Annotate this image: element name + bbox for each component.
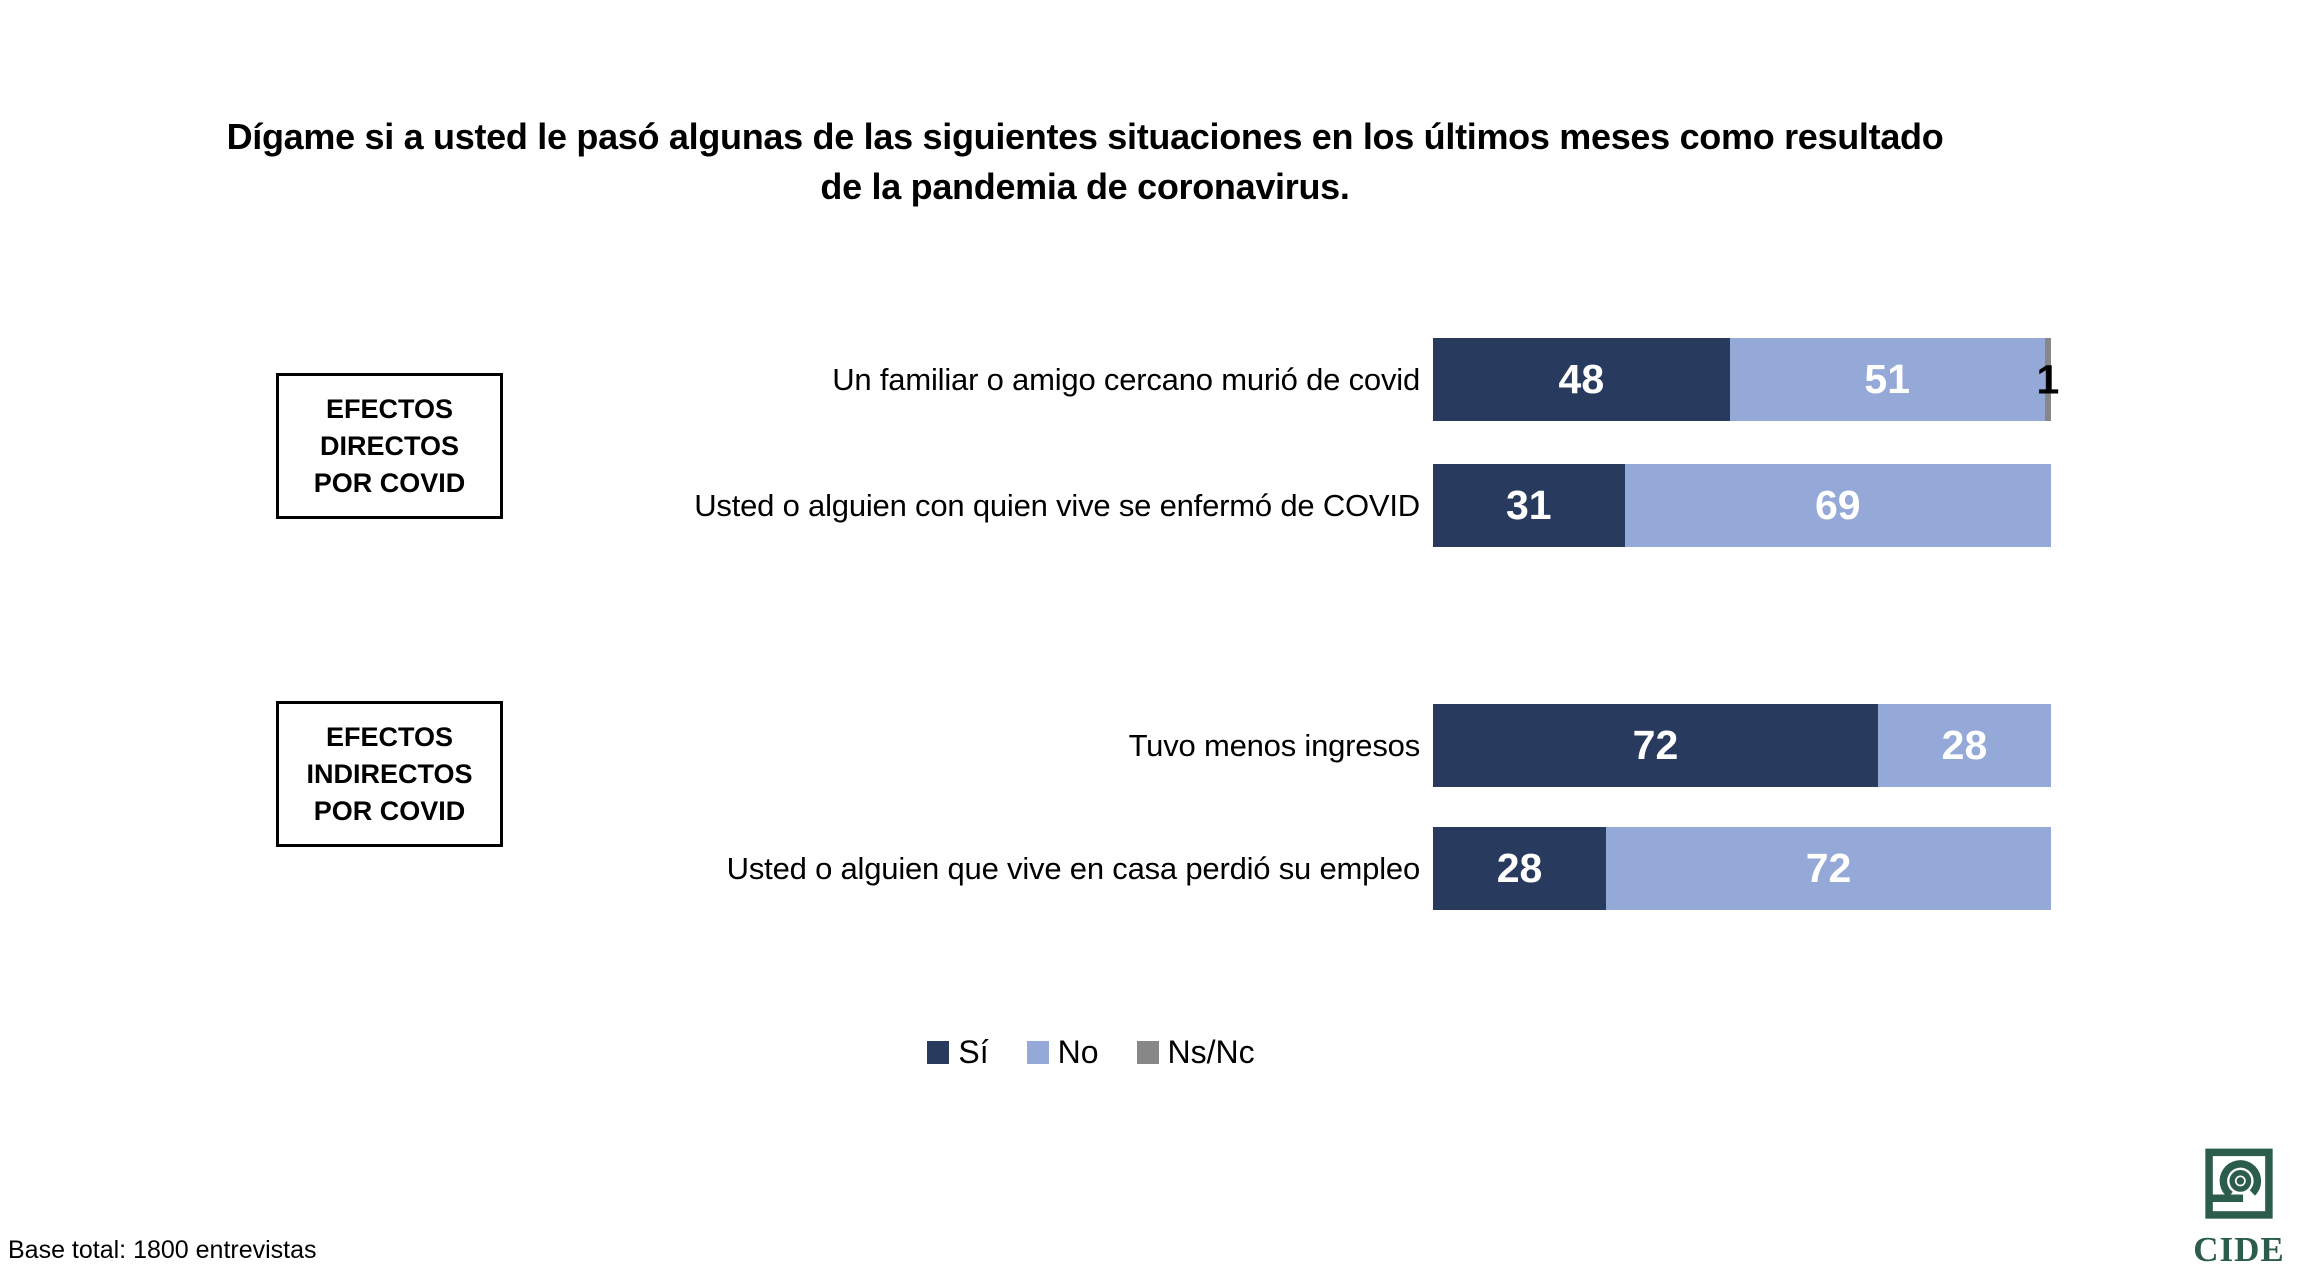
legend: Sí No Ns/Nc [0, 1034, 2182, 1071]
bar-segment-no: 28 [1877, 704, 2051, 787]
bar-row-3: 72 28 [1433, 704, 2051, 787]
legend-label: Ns/Nc [1167, 1034, 1255, 1070]
bar-value: 28 [1496, 845, 1543, 891]
legend-swatch-nsnc [1136, 1041, 1159, 1064]
bar-segment-ns-nc: 1 [2037, 338, 2059, 421]
cide-logo-mark [2205, 1148, 2273, 1219]
bar-segment-si: 48 [1433, 338, 1730, 421]
bar-value: 48 [1558, 356, 1605, 402]
legend-label: Sí [958, 1034, 989, 1070]
bar-row-1: 48 51 1 [1433, 338, 2059, 421]
legend-swatch-si [927, 1041, 950, 1064]
bar-label: Usted o alguien con quien vive se enferm… [694, 487, 1420, 523]
bar-value: 69 [1814, 482, 1861, 528]
bar-row-4: 28 72 [1433, 827, 2051, 910]
legend-item-no: No [1026, 1034, 1099, 1071]
bar-segment-no: 72 [1606, 827, 2051, 910]
bar-segment-no: 51 [1729, 338, 2045, 421]
cide-logo-text: CIDE [2193, 1230, 2285, 1269]
bar-label: Tuvo menos ingresos [1128, 727, 1421, 763]
bar-value: 51 [1864, 356, 1911, 402]
group-box-efectos-directos: EFECTOS DIRECTOS POR COVID [276, 373, 503, 519]
bar-value: 72 [1632, 722, 1679, 768]
bar-segment-si: 31 [1433, 464, 1625, 547]
bar-value: 28 [1941, 722, 1988, 768]
legend-item-si: Sí [927, 1034, 989, 1071]
bar-label: Usted o alguien que vive en casa perdió … [726, 850, 1421, 886]
bar-value: 31 [1505, 482, 1552, 528]
bar-row-2: 31 69 [1433, 464, 2051, 547]
bar-value: 72 [1805, 845, 1852, 891]
bar-segment-si: 72 [1433, 704, 1878, 787]
bar-value: 1 [2036, 356, 2060, 402]
bar-label: Un familiar o amigo cercano murió de cov… [832, 361, 1420, 397]
footnote: Base total: 1800 entrevistas [8, 1236, 317, 1264]
bar-segment-si: 28 [1433, 827, 1607, 910]
legend-swatch-no [1026, 1041, 1049, 1064]
chart-title: Dígame si a usted le pasó algunas de las… [226, 116, 1944, 207]
group-box-efectos-indirectos: EFECTOS INDIRECTOS POR COVID [276, 701, 503, 847]
bar-segment-no: 69 [1624, 464, 2051, 547]
legend-item-nsnc: Ns/Nc [1136, 1034, 1255, 1071]
cide-logo: CIDE [2186, 1148, 2292, 1270]
legend-label: No [1057, 1034, 1099, 1070]
